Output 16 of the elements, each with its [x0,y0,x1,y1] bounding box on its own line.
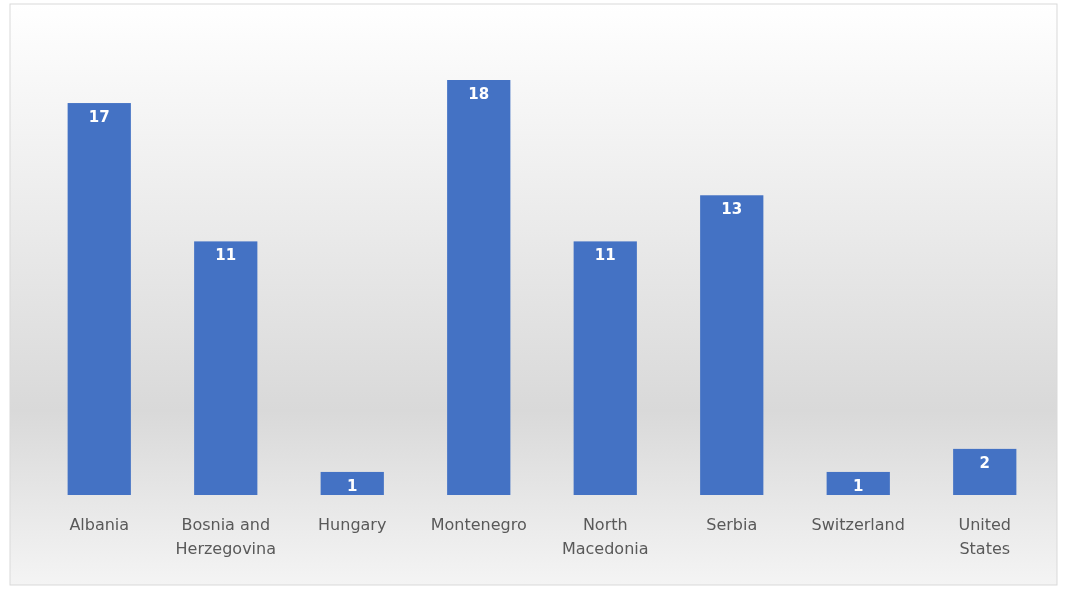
data-label: 11 [594,246,616,265]
x-tick-label: Switzerland [811,515,905,534]
x-tick-label: Bosnia and Herzegovina [175,515,276,558]
x-tick-label: Albania [69,515,130,534]
data-label: 2 [979,453,990,472]
data-label: 13 [721,200,743,219]
x-tick-label: Hungary [318,515,387,534]
x-tick-label: Montenegro [430,515,527,534]
data-label: 1 [347,476,358,495]
data-label: 18 [468,85,490,103]
data-label: 17 [88,108,110,127]
data-label: 1 [853,476,864,495]
x-tick-label: United States [958,515,1012,558]
data-label: 11 [215,246,237,265]
x-tick-label: Serbia [706,515,758,534]
x-tick-label: North Macedonia [561,515,649,558]
